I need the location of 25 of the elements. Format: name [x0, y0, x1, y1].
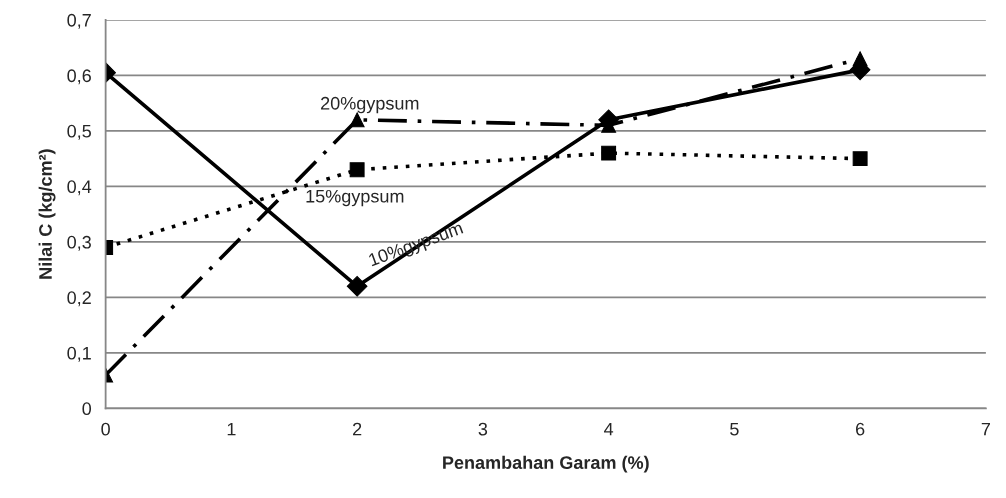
y-axis-title: Nilai C (kg/cm²)	[38, 149, 56, 279]
x-tick-label: 6	[856, 422, 865, 436]
x-axis-title: Penambahan Garam (%)	[443, 455, 649, 473]
point	[346, 275, 368, 297]
x-tick-label: 3	[478, 422, 488, 436]
x-tick-label: 0	[101, 422, 110, 436]
y-tick-label: 0,1	[67, 346, 91, 362]
x-tick-label: 4	[604, 422, 614, 436]
y-tick-label: 0,3	[67, 235, 91, 251]
point	[852, 51, 868, 67]
y-tick-label: 0,6	[67, 69, 91, 85]
y-tick-label: 0,4	[67, 180, 92, 196]
point	[852, 151, 868, 167]
y-tick-label: 0,7	[67, 13, 91, 29]
y-tick-label: 0	[82, 402, 92, 416]
x-tick-label: 2	[353, 422, 362, 436]
x-tick-label: 5	[730, 422, 739, 436]
series-label: 20%gypsum	[321, 96, 419, 114]
y-tick-label: 0,2	[67, 291, 91, 307]
y-tick-label: 0,5	[67, 124, 91, 140]
point	[601, 145, 617, 161]
x-tick-label: 1	[227, 422, 236, 436]
point	[349, 162, 365, 178]
series-label: 15%gypsum	[306, 189, 404, 207]
x-tick-label: 7	[981, 422, 990, 436]
